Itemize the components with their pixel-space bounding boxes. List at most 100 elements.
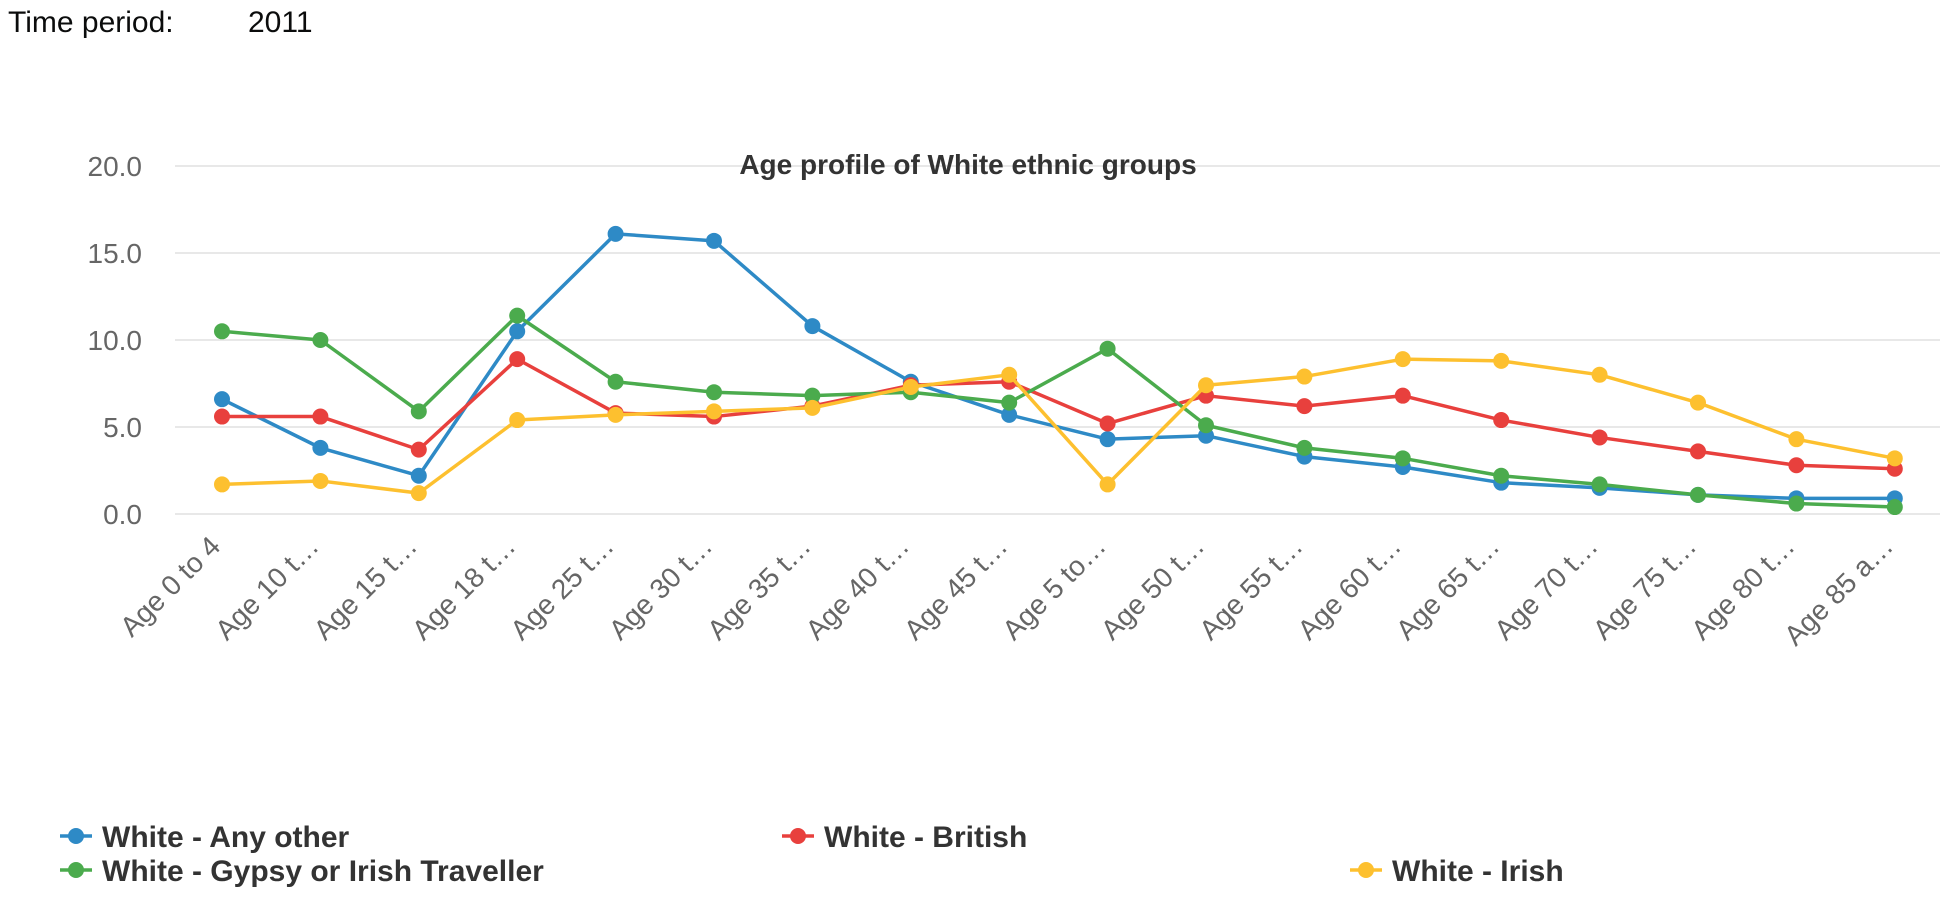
legend-swatch-marker [68, 828, 84, 844]
data-point[interactable] [607, 225, 624, 242]
series-group [214, 225, 1903, 516]
series-line [221, 357, 1896, 495]
data-point[interactable] [214, 323, 230, 340]
legend-item[interactable]: White - Gypsy or Irish Traveller [60, 855, 544, 888]
data-point[interactable] [1001, 406, 1018, 423]
data-point[interactable] [312, 332, 329, 348]
data-point[interactable] [1099, 476, 1116, 493]
data-point[interactable] [214, 408, 230, 425]
legend-swatch-marker [68, 862, 84, 878]
data-point[interactable] [214, 476, 230, 493]
time-period-value: 2011 [248, 6, 313, 39]
y-axis: 0.0 5.0 10.0 15.0 20.0 [88, 151, 143, 530]
data-point[interactable] [1001, 366, 1018, 383]
data-point[interactable] [1394, 387, 1411, 404]
data-point[interactable] [410, 441, 427, 458]
data-point[interactable] [509, 351, 526, 368]
data-point[interactable] [1690, 394, 1706, 411]
data-point[interactable] [1788, 431, 1805, 448]
data-point[interactable] [1591, 366, 1608, 383]
data-point[interactable] [1493, 352, 1510, 369]
data-point[interactable] [607, 373, 624, 390]
x-tick-label: Age 75 t… [1587, 530, 1702, 645]
x-tick-label: Age 5 to… [996, 530, 1111, 645]
data-point[interactable] [1493, 412, 1510, 429]
data-point[interactable] [1886, 450, 1903, 467]
x-tick-label: Age 50 t… [1095, 530, 1210, 645]
data-point[interactable] [312, 408, 329, 425]
data-point[interactable] [1296, 439, 1313, 456]
legend-label: White - British [824, 821, 1027, 854]
data-point[interactable] [706, 403, 722, 420]
data-point[interactable] [1493, 467, 1510, 484]
x-tick-label: Age 15 t… [308, 530, 423, 645]
data-point[interactable] [1394, 450, 1411, 467]
data-point[interactable] [509, 323, 526, 340]
y-tick-label: 5.0 [103, 412, 142, 443]
x-tick-label: Age 30 t… [603, 530, 718, 645]
data-point[interactable] [1886, 499, 1903, 516]
data-point[interactable] [804, 387, 821, 404]
x-tick-label: Age 45 t… [898, 530, 1013, 645]
data-point[interactable] [509, 307, 526, 324]
series-white-irish [214, 351, 1903, 502]
data-point[interactable] [410, 403, 427, 420]
data-point[interactable] [1099, 415, 1116, 432]
data-point[interactable] [706, 232, 722, 249]
data-point[interactable] [1591, 429, 1608, 446]
x-tick-label: Age 55 t… [1193, 530, 1308, 645]
data-point[interactable] [312, 472, 329, 489]
y-tick-label: 10.0 [88, 325, 143, 356]
series-line [222, 357, 1895, 471]
data-point[interactable] [1690, 486, 1706, 503]
legend-label: White - Irish [1392, 855, 1564, 888]
x-tick-label: Age 40 t… [800, 530, 915, 645]
data-point[interactable] [706, 384, 722, 401]
data-point[interactable] [1001, 394, 1018, 411]
legend-swatch-marker [790, 828, 806, 844]
legend-label: White - Gypsy or Irish Traveller [102, 855, 544, 888]
data-point[interactable] [214, 391, 230, 408]
y-tick-label: 20.0 [88, 151, 143, 182]
data-point[interactable] [1296, 398, 1313, 415]
data-point[interactable] [607, 406, 624, 423]
y-tick-label: 15.0 [88, 238, 143, 269]
data-point[interactable] [1788, 457, 1805, 474]
x-tick-label: Age 0 to 4 [114, 530, 226, 642]
data-point[interactable] [1690, 443, 1706, 460]
x-tick-label: Age 70 t… [1488, 530, 1603, 645]
data-point[interactable] [410, 467, 427, 484]
data-point[interactable] [902, 378, 919, 395]
data-point[interactable] [1296, 368, 1313, 385]
x-tick-label: Age 18 t… [406, 530, 521, 645]
legend[interactable]: White - Any other White - British White - … [60, 821, 1564, 888]
gridlines [175, 165, 1940, 515]
y-tick-label: 0.0 [103, 499, 142, 530]
time-period-label: Time period: [8, 6, 174, 39]
legend-item[interactable]: White - Any other [60, 821, 350, 854]
series-line [221, 313, 1895, 509]
time-period-filter: Time period: 2011 [8, 6, 313, 40]
data-point[interactable] [410, 485, 427, 502]
data-point[interactable] [312, 439, 329, 456]
x-tick-label: Age 10 t… [209, 530, 324, 645]
data-point[interactable] [1788, 495, 1805, 512]
x-tick-label: Age 35 t… [701, 530, 816, 645]
x-tick-label: Age 65 t… [1390, 530, 1505, 645]
chart-title: Age profile of White ethnic groups [739, 149, 1196, 180]
legend-item[interactable]: White - British [782, 821, 1027, 854]
data-point[interactable] [509, 412, 526, 429]
data-point[interactable] [1394, 351, 1411, 368]
data-point[interactable] [1198, 377, 1214, 394]
legend-label: White - Any other [102, 821, 350, 854]
data-point[interactable] [1099, 340, 1116, 357]
legend-item[interactable]: White - Irish [1350, 855, 1564, 888]
data-point[interactable] [1591, 476, 1608, 493]
data-point[interactable] [1099, 431, 1116, 448]
x-tick-label: Age 25 t… [504, 530, 619, 645]
data-point[interactable] [1198, 417, 1214, 434]
data-point[interactable] [804, 318, 821, 335]
data-point[interactable] [804, 399, 821, 416]
series-line [221, 232, 1895, 501]
